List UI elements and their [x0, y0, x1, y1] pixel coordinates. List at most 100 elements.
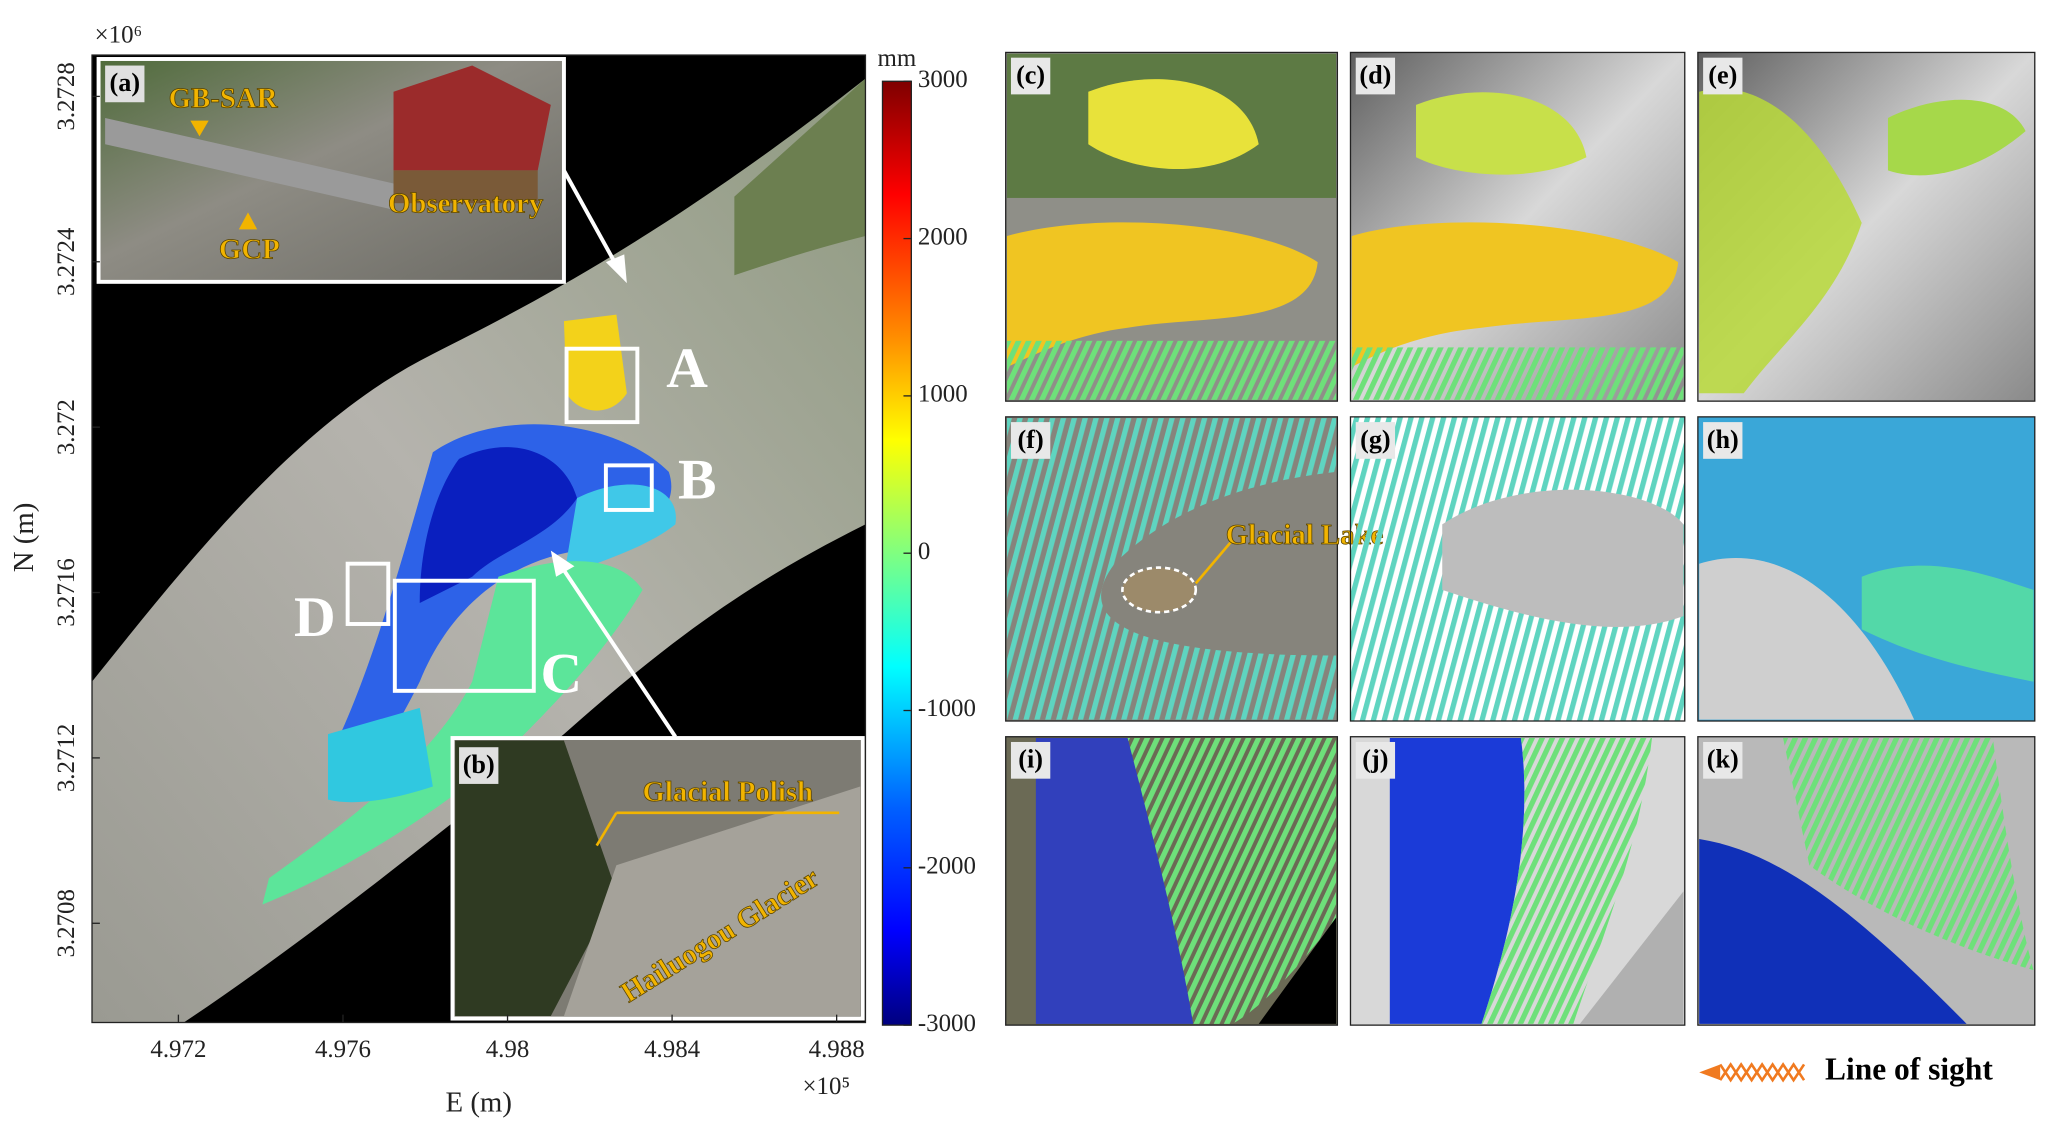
overlay	[1861, 565, 2034, 682]
panel-label: (e)	[1708, 60, 1737, 89]
leader	[595, 812, 618, 847]
arrow-head	[605, 254, 627, 284]
label-box	[1010, 422, 1051, 459]
x-tick-label: 4.976	[315, 1036, 371, 1063]
annotation: GCP	[219, 233, 280, 265]
annotation: Glacial Polish	[643, 776, 814, 808]
y-tick-label: 3.2712	[53, 724, 80, 792]
x-tick-label: 4.984	[644, 1036, 701, 1063]
overlay	[1127, 738, 1337, 1024]
overlay	[1007, 418, 1337, 720]
overlay	[1389, 738, 1525, 1024]
y-tick-label: 3.2708	[53, 889, 80, 957]
y-tick-label: 3.2728	[53, 62, 80, 130]
panel	[1697, 736, 2036, 1026]
panel-label: (g)	[1360, 425, 1391, 454]
y-tick-label: 3.2716	[53, 558, 80, 626]
axes-frame	[91, 54, 867, 1024]
y-tick-label: 3.2724	[53, 227, 80, 296]
label-box	[105, 65, 145, 103]
roof	[393, 65, 551, 171]
glacier	[563, 786, 861, 1016]
panel-label: (b)	[463, 750, 495, 779]
panel	[1005, 51, 1339, 402]
overlay	[1416, 92, 1587, 175]
overlay	[1481, 738, 1652, 1024]
region-label: D	[294, 586, 336, 649]
cliff	[455, 740, 617, 1016]
panel-label: (i)	[1018, 745, 1043, 774]
region-label: C	[540, 642, 582, 705]
colorbar-tick-label: -3000	[918, 1010, 976, 1037]
region-box	[603, 463, 654, 512]
overlay	[1035, 738, 1194, 1024]
overlay	[1783, 738, 2034, 971]
marker	[190, 120, 209, 137]
label-box	[459, 747, 499, 784]
overlay	[1351, 347, 1684, 400]
label-box	[1355, 741, 1396, 779]
label-box	[1703, 741, 1743, 779]
hillshade	[1699, 557, 1915, 720]
panel-label: (f)	[1018, 425, 1044, 454]
label-box	[1355, 57, 1396, 95]
panel	[1349, 51, 1686, 402]
legend: Line of sight	[1699, 1052, 1993, 1087]
overlay	[1887, 99, 2026, 176]
colorbar-tick-label: 2000	[918, 223, 968, 250]
deformation-patch	[262, 561, 643, 905]
legend-icon	[1699, 1064, 1721, 1081]
region-box	[392, 578, 536, 693]
panel	[1697, 51, 2036, 402]
region-box	[564, 346, 640, 425]
y-axis-label: N (m)	[8, 503, 40, 573]
colorbar-tick-label: 3000	[918, 66, 968, 93]
panel-label: (a)	[110, 68, 141, 97]
deformation-patch	[563, 484, 676, 577]
panel: Glacial Lake	[1005, 416, 1384, 722]
panel	[1697, 416, 2036, 722]
marker	[238, 212, 258, 230]
colorbar-tick-label: -2000	[918, 853, 976, 880]
walkway	[105, 117, 394, 210]
panel-label: (j)	[1362, 745, 1388, 774]
overlay	[1088, 79, 1259, 170]
panel	[1349, 736, 1686, 1026]
main-map: A B C D (a) GB-SAR GCP Observatory (b) G…	[91, 54, 867, 1024]
panel	[1349, 416, 1686, 722]
panel	[1005, 736, 1339, 1026]
x-tick-label: 4.972	[150, 1036, 206, 1063]
colorbar-tick-label: 1000	[918, 381, 968, 408]
annotation: GB-SAR	[169, 83, 279, 115]
legend-label: Line of sight	[1825, 1052, 1993, 1087]
region-label: B	[678, 448, 716, 511]
y-multiplier: ×10⁶	[95, 21, 143, 48]
panel-label: (c)	[1016, 60, 1045, 89]
x-tick-label: 4.988	[809, 1036, 865, 1063]
label-box	[1010, 57, 1051, 95]
arrow	[562, 169, 621, 271]
colorbar-tick-label: 0	[918, 538, 930, 565]
arrow-head	[550, 550, 575, 577]
colorbar-unit: mm	[878, 45, 917, 72]
label-box	[1010, 741, 1051, 779]
label-box	[1703, 57, 1743, 95]
hillshade	[1442, 489, 1684, 627]
x-tick-label: 4.98	[486, 1036, 530, 1063]
leader	[1194, 539, 1234, 585]
arrow	[559, 565, 678, 738]
panel-label: (k)	[1707, 745, 1739, 774]
vegetation	[734, 78, 866, 276]
y-tick-label: 3.272	[53, 399, 80, 455]
panel-label: (h)	[1707, 425, 1739, 454]
panel-label: (d)	[1359, 60, 1391, 89]
building	[393, 170, 538, 204]
overlay	[1699, 838, 1967, 1024]
lake	[1121, 566, 1198, 614]
region-label: A	[666, 337, 708, 400]
deformation-patch	[327, 707, 433, 803]
label-box	[1355, 422, 1396, 459]
region-box	[345, 561, 391, 626]
panel-labels: (c) (d) (e) (f) (g) (h) (i) (j) (k)	[1010, 57, 1743, 779]
